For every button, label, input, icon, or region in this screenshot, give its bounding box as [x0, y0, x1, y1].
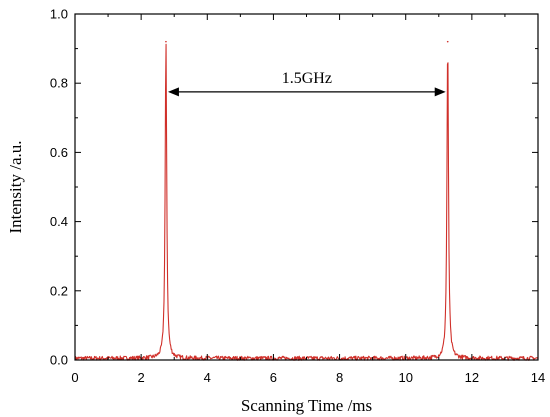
- annotation-label: 1.5GHz: [282, 70, 332, 87]
- annotation-arrowhead-right: [434, 87, 446, 97]
- x-axis-title: Scanning Time /ms: [241, 396, 372, 415]
- y-tick-label: 0.0: [50, 353, 68, 368]
- y-tick-label: 0.4: [50, 214, 68, 229]
- x-tick-label: 6: [270, 370, 277, 385]
- x-tick-label: 8: [336, 370, 343, 385]
- annotation-arrowhead-left: [167, 87, 179, 97]
- y-tick-label: 0.2: [50, 283, 68, 298]
- y-tick-label: 0.6: [50, 145, 68, 160]
- x-tick-label: 4: [204, 370, 211, 385]
- y-tick-label: 1.0: [50, 7, 68, 22]
- x-tick-label: 12: [465, 370, 479, 385]
- labels: Scanning Time /ms Intensity /a.u. 1.5GHz: [6, 70, 372, 415]
- peak-point: [165, 40, 167, 43]
- x-tick-label: 10: [398, 370, 412, 385]
- x-tick-label: 0: [71, 370, 78, 385]
- peak-point: [446, 40, 449, 43]
- y-axis-title: Intensity /a.u.: [6, 140, 25, 233]
- axes: 0 2 4 6 8 10 12 14 0.0 0.2 0.4 0.6 0.8 1.0: [50, 7, 545, 386]
- x-tick-label: 2: [138, 370, 145, 385]
- y-tick-label: 0.8: [50, 76, 68, 91]
- x-tick-label: 14: [531, 370, 545, 385]
